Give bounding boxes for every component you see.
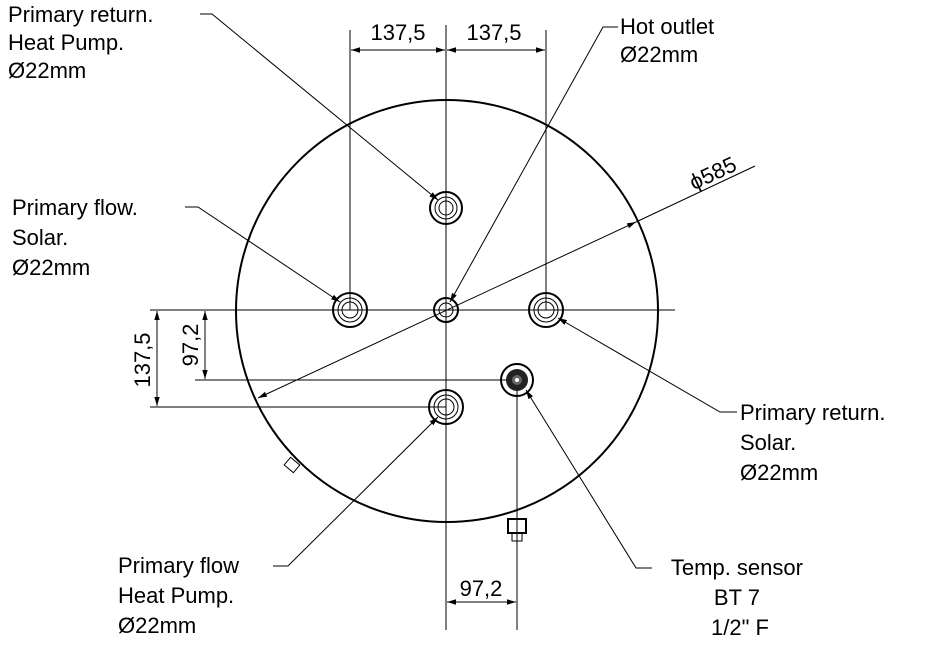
fitting-ring [437, 398, 455, 416]
label-line: Primary return. [740, 400, 885, 425]
dimension-label: 137,5 [370, 20, 425, 45]
label-line: Primary return. [8, 2, 153, 27]
label: Primary flow. Solar. Ø22mm [12, 195, 144, 280]
tank-outline [235, 99, 659, 523]
fitting-ring [500, 363, 534, 397]
label-line: Solar. [740, 430, 796, 455]
shape [511, 532, 523, 542]
fitting-ring [433, 394, 459, 420]
shape [283, 456, 301, 474]
dimension-label: ϕ585 [685, 152, 740, 195]
label-line: Solar. [12, 225, 68, 250]
label: Primary flow Heat Pump. Ø22mm [118, 553, 245, 638]
fitting-ring [337, 297, 363, 323]
dimension-label: 97,2 [460, 576, 503, 601]
dimension-label: 97,2 [178, 324, 203, 367]
label: Hot outlet Ø22mm [620, 14, 720, 67]
label: Temp. sensor BT 7 1/2" F [671, 555, 809, 640]
label-line: BT 7 [714, 585, 760, 610]
fitting-ring [429, 191, 463, 225]
leader-line [200, 13, 439, 201]
label-line: Ø22mm [12, 255, 90, 280]
diameter-line [635, 165, 756, 223]
label-line: Primary flow. [12, 195, 138, 220]
fittings [283, 191, 564, 542]
fitting-ring [438, 200, 454, 216]
label-line: Ø22mm [740, 460, 818, 485]
label: Primary return. Solar. Ø22mm [740, 400, 892, 485]
label-line: Temp. sensor [671, 555, 803, 580]
fitting-ring [438, 302, 454, 318]
fitting-ring [537, 301, 555, 319]
fitting-ring [528, 292, 564, 328]
fitting-ring [428, 389, 464, 425]
fitting-ring [533, 297, 559, 323]
leader-line [557, 317, 737, 413]
diameter-line [257, 221, 637, 399]
fitting-ring [341, 301, 359, 319]
fitting-ring [434, 196, 458, 220]
shape [429, 191, 463, 225]
dimension-label: 137,5 [130, 332, 155, 387]
label-line: 1/2" F [711, 615, 769, 640]
shape [528, 292, 564, 328]
dimension-label: 137,5 [466, 20, 521, 45]
label-line: Ø22mm [620, 42, 698, 67]
fitting-ring [515, 378, 519, 382]
fitting-ring [332, 292, 368, 328]
leader-line [273, 416, 439, 567]
leader-line [525, 389, 652, 569]
fitting-ring [433, 297, 459, 323]
shape [507, 518, 527, 542]
label: Primary return. Heat Pump. Ø22mm [8, 2, 160, 83]
shape [283, 456, 301, 474]
label-line: Ø22mm [8, 58, 86, 83]
leader-line [449, 26, 618, 303]
label-line: Heat Pump. [8, 30, 124, 55]
label-line: Heat Pump. [118, 583, 234, 608]
shape [428, 389, 464, 425]
shape [500, 363, 534, 397]
shape [433, 297, 459, 323]
label-line: Ø22mm [118, 613, 196, 638]
shape [332, 292, 368, 328]
label-line: Primary flow [118, 553, 239, 578]
leader-line [185, 206, 341, 303]
label-line: Hot outlet [620, 14, 714, 39]
